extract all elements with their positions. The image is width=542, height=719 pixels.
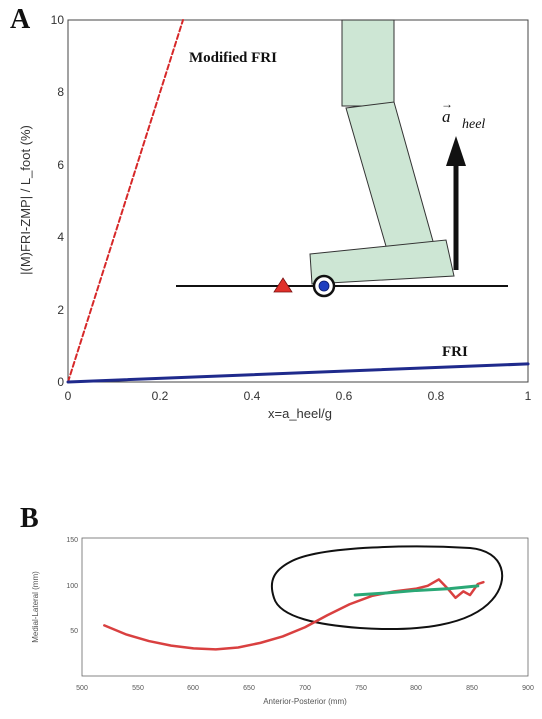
panel-b-xtick: 550: [132, 685, 144, 692]
panel-a-yticks: 0 2 4 6 8 10: [51, 13, 65, 389]
panel-a-chart: 0 2 4 6 8 10 0 0.2 0.4 0.6 0.8 1 x=a_hee…: [18, 13, 532, 421]
panel-b-xtick: 800: [410, 685, 422, 692]
panel-b-ytick: 100: [66, 583, 78, 590]
foot-segment: [309, 239, 455, 285]
panel-b-xtick: 650: [243, 685, 255, 692]
modified-fri-line: [67, 19, 184, 383]
panel-a-ytick: 6: [57, 158, 64, 172]
accel-vector-arrow: →: [441, 97, 453, 111]
cop-trajectory-line: [103, 578, 485, 651]
panel-a-xtick: 1: [525, 389, 532, 403]
panel-a-xtick: 0.2: [152, 389, 169, 403]
accel-arrow-head: [446, 136, 466, 166]
panel-b-plot-frame: [81, 537, 529, 677]
fri-line: [66, 362, 530, 384]
fri-label: FRI: [442, 344, 468, 360]
thigh-segment: [341, 19, 395, 107]
panel-a-xtick: 0.6: [336, 389, 353, 403]
accel-label: a: [442, 107, 451, 126]
panel-a-ytick: 10: [51, 13, 65, 27]
zmp-trajectory-line: [353, 584, 480, 597]
panel-b-series: [103, 578, 485, 651]
panel-b-xlabel: Anterior-Posterior (mm): [263, 697, 347, 706]
panel-a-ytick: 8: [57, 85, 64, 99]
panel-b-xtick: 500: [76, 685, 88, 692]
panel-b-xtick: 700: [299, 685, 311, 692]
panel-a-plot-frame: [67, 19, 529, 383]
accel-subscript: heel: [462, 117, 485, 132]
panel-a-xtick: 0.8: [428, 389, 445, 403]
panel-b-xtick: 900: [522, 685, 534, 692]
panel-a-xtick: 0.4: [244, 389, 261, 403]
zmp-marker: [318, 280, 330, 292]
modified-fri-label: Modified FRI: [189, 50, 277, 66]
panel-a-ytick: 0: [57, 375, 64, 389]
panel-b-xticks: 500 550 600 650 700 750 800 850 900: [76, 685, 534, 692]
panel-b-chart: 50 100 150 500 550 600 650 700 750 800 8…: [31, 537, 534, 706]
panel-a-letter: A: [10, 4, 31, 35]
panel-a-ytick: 2: [57, 303, 64, 317]
shank-segment: [345, 101, 437, 261]
panel-a-ylabel: |(M)FRI-ZMP| / L_foot (%): [18, 125, 33, 275]
panel-a-xtick: 0: [65, 389, 72, 403]
panel-b-xtick: 750: [355, 685, 367, 692]
panel-b-xtick: 600: [187, 685, 199, 692]
panel-b-ytick: 50: [70, 628, 78, 635]
foot-outline: [270, 545, 504, 631]
panel-b-ytick: 150: [66, 537, 78, 544]
leg-illustration: → a heel: [176, 19, 508, 298]
panel-b-ylabel: Medial-Lateral (mm): [31, 571, 40, 643]
panel-a-xlabel: x=a_heel/g: [268, 406, 332, 421]
panel-a-xticks: 0 0.2 0.4 0.6 0.8 1: [65, 389, 532, 403]
panel-b-letter: B: [20, 503, 39, 534]
panel-b-yticks: 50 100 150: [66, 537, 78, 635]
fri-marker: [273, 277, 293, 293]
panel-a-ytick: 4: [57, 230, 64, 244]
panel-b-xtick: 850: [466, 685, 478, 692]
panel-a-series: [66, 19, 530, 384]
